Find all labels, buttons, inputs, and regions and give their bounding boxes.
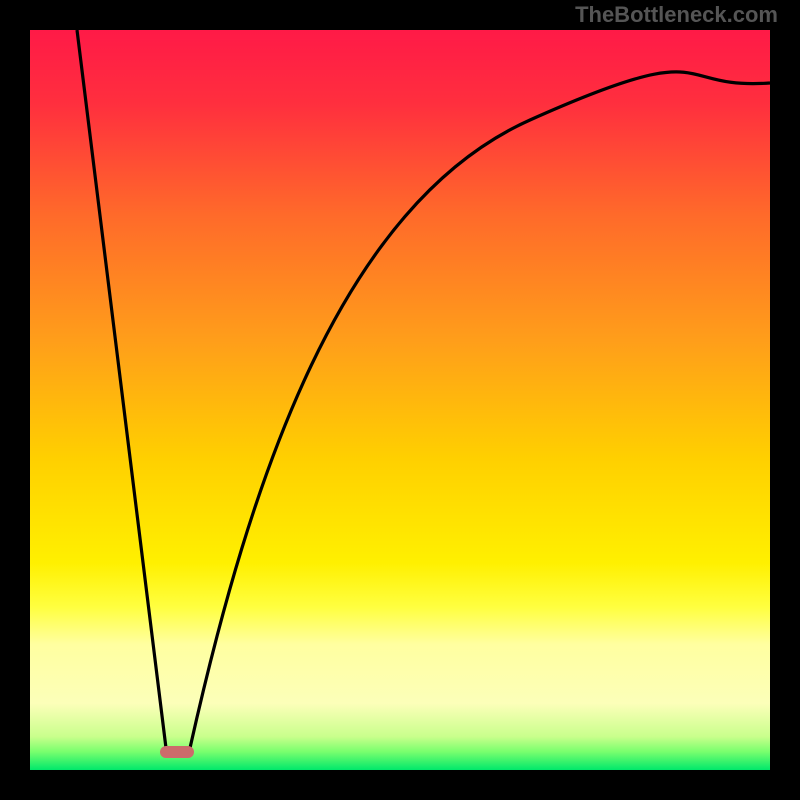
plot-area bbox=[30, 30, 770, 770]
gradient-background bbox=[30, 30, 770, 770]
chart-frame: TheBottleneck.com bbox=[0, 0, 800, 800]
optimal-marker bbox=[160, 746, 194, 758]
watermark-text: TheBottleneck.com bbox=[575, 2, 778, 28]
chart-svg bbox=[30, 30, 770, 770]
